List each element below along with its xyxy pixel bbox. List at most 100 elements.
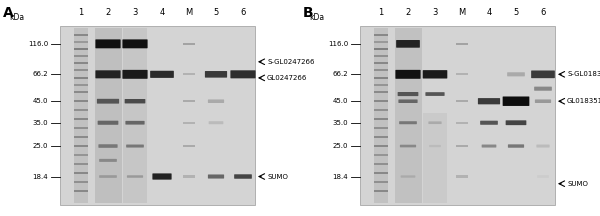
Text: M: M xyxy=(185,8,193,17)
Bar xyxy=(374,48,388,50)
Bar xyxy=(456,43,468,45)
FancyBboxPatch shape xyxy=(208,175,224,179)
FancyBboxPatch shape xyxy=(537,175,549,178)
FancyBboxPatch shape xyxy=(95,39,121,48)
Text: 35.0: 35.0 xyxy=(332,120,348,126)
Bar xyxy=(374,172,388,174)
Bar xyxy=(374,136,388,138)
Bar xyxy=(183,145,195,147)
Text: 116.0: 116.0 xyxy=(28,41,48,47)
Text: 66.2: 66.2 xyxy=(332,71,348,77)
Text: 4: 4 xyxy=(160,8,164,17)
Bar xyxy=(74,62,88,64)
FancyBboxPatch shape xyxy=(422,70,448,79)
Text: 6: 6 xyxy=(541,8,545,17)
Bar xyxy=(74,48,88,50)
Bar xyxy=(456,175,468,178)
Bar xyxy=(360,26,555,205)
Text: 18.4: 18.4 xyxy=(332,173,348,179)
FancyBboxPatch shape xyxy=(99,159,117,162)
Text: 3: 3 xyxy=(133,8,137,17)
Text: 116.0: 116.0 xyxy=(328,41,348,47)
Bar xyxy=(374,100,388,102)
FancyBboxPatch shape xyxy=(205,71,227,78)
Text: 45.0: 45.0 xyxy=(32,98,48,104)
Text: SUMO: SUMO xyxy=(267,173,288,179)
Text: 45.0: 45.0 xyxy=(332,98,348,104)
Text: 18.4: 18.4 xyxy=(32,173,48,179)
Text: GL0183513: GL0183513 xyxy=(567,98,600,104)
Bar xyxy=(74,70,88,71)
Text: 35.0: 35.0 xyxy=(32,120,48,126)
Bar xyxy=(183,73,195,75)
Bar xyxy=(74,41,88,43)
Bar xyxy=(374,91,388,93)
FancyBboxPatch shape xyxy=(536,145,550,148)
Bar xyxy=(456,73,468,75)
Text: GL0247266: GL0247266 xyxy=(267,75,307,81)
FancyBboxPatch shape xyxy=(398,99,418,103)
Bar xyxy=(374,55,388,57)
FancyBboxPatch shape xyxy=(99,175,117,178)
Text: 3: 3 xyxy=(433,8,437,17)
Bar xyxy=(183,175,195,178)
Bar xyxy=(374,84,388,86)
FancyBboxPatch shape xyxy=(398,92,418,96)
Text: 25.0: 25.0 xyxy=(332,143,348,149)
FancyBboxPatch shape xyxy=(401,175,415,178)
Bar xyxy=(74,55,88,57)
FancyBboxPatch shape xyxy=(125,99,145,103)
Bar xyxy=(74,33,88,35)
Text: kDa: kDa xyxy=(9,13,24,22)
FancyBboxPatch shape xyxy=(122,39,148,48)
FancyBboxPatch shape xyxy=(508,144,524,148)
FancyBboxPatch shape xyxy=(127,175,143,178)
FancyBboxPatch shape xyxy=(152,173,172,180)
FancyBboxPatch shape xyxy=(482,145,496,148)
Bar xyxy=(123,28,147,203)
Bar xyxy=(183,122,195,124)
Bar xyxy=(374,109,388,111)
Bar xyxy=(395,28,421,203)
Bar xyxy=(74,84,88,86)
Text: M: M xyxy=(458,8,466,17)
FancyBboxPatch shape xyxy=(209,121,223,124)
Bar xyxy=(374,154,388,156)
Bar xyxy=(74,190,88,192)
FancyBboxPatch shape xyxy=(234,174,252,179)
Bar xyxy=(74,28,88,203)
FancyBboxPatch shape xyxy=(503,97,529,106)
Bar xyxy=(74,145,88,147)
Text: 2: 2 xyxy=(106,8,110,17)
FancyBboxPatch shape xyxy=(95,70,121,78)
Text: 1: 1 xyxy=(79,8,83,17)
Bar xyxy=(183,43,195,45)
FancyBboxPatch shape xyxy=(97,99,119,104)
FancyBboxPatch shape xyxy=(126,145,144,148)
Bar xyxy=(374,77,388,79)
Bar xyxy=(423,113,447,203)
FancyBboxPatch shape xyxy=(208,99,224,103)
FancyBboxPatch shape xyxy=(531,70,555,78)
Bar xyxy=(374,28,388,203)
Bar xyxy=(74,109,88,111)
Bar xyxy=(374,163,388,165)
Bar xyxy=(74,127,88,129)
Text: B: B xyxy=(303,6,314,21)
FancyBboxPatch shape xyxy=(230,70,256,78)
Bar xyxy=(74,100,88,102)
FancyBboxPatch shape xyxy=(429,145,441,147)
Bar xyxy=(60,26,255,205)
FancyBboxPatch shape xyxy=(150,71,174,78)
FancyBboxPatch shape xyxy=(98,121,118,125)
FancyBboxPatch shape xyxy=(478,98,500,104)
Text: 25.0: 25.0 xyxy=(32,143,48,149)
Text: 5: 5 xyxy=(514,8,518,17)
FancyBboxPatch shape xyxy=(428,121,442,124)
FancyBboxPatch shape xyxy=(507,72,525,76)
Text: A: A xyxy=(3,6,14,21)
Bar xyxy=(374,33,388,35)
Bar xyxy=(74,163,88,165)
Bar xyxy=(374,127,388,129)
Text: 66.2: 66.2 xyxy=(32,71,48,77)
